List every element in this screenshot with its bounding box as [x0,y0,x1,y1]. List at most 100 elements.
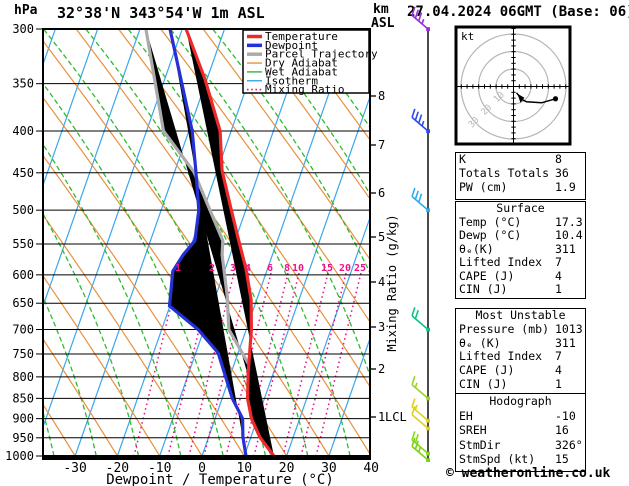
svg-text:950: 950 [12,431,34,445]
svg-text:25: 25 [354,263,366,274]
svg-text:550: 550 [12,237,34,251]
svg-text:10: 10 [236,461,252,476]
legend-label-1: Dewpoint [265,39,318,52]
indices-box-most_unstable: Most Unstable Pressure (mb) 1013 θₑ (K) 311 L… [455,308,586,394]
table-row: Totals Totals 36 [456,165,585,181]
temp-tick-labels: -30 -20 -10 0 10 20 30 40 [63,461,379,476]
svg-text:30: 30 [321,461,337,476]
wind-barb-850 [411,375,430,401]
svg-text:300: 300 [12,22,34,36]
legend-label-2: Parcel Trajectory [265,48,378,61]
legend-label-0: Temperature [265,30,338,43]
lcl-label: LCL [385,410,407,424]
row-value: 17.3 [555,214,583,229]
indices-box-stability: K 8 Totals Totals 36 PW (cm) 1.9 [455,152,586,200]
row-label: CIN (J) [459,282,508,296]
svg-text:850: 850 [12,391,34,405]
svg-text:5: 5 [378,230,385,244]
svg-text:10: 10 [492,90,507,105]
row-label: CIN (J) [459,376,508,391]
svg-text:1: 1 [378,410,385,424]
row-label: SREH [459,423,487,438]
wind-barb-700 [411,307,430,332]
svg-text:20: 20 [480,103,495,118]
svg-text:700: 700 [12,323,34,337]
row-value: 7 [555,255,562,269]
row-value: 15 [555,452,569,467]
svg-text:15: 15 [321,263,333,274]
pressure-axis-unit: hPa [14,3,38,18]
wind-barbs [411,6,430,462]
mixing-ratio-axis-label: Mixing Ratio (g/kg) [385,214,399,351]
table-row: CIN (J) 1 [456,376,585,392]
svg-text:8: 8 [378,89,385,103]
svg-text:750: 750 [12,347,34,361]
svg-text:8: 8 [284,263,290,274]
row-value: 311 [555,335,576,350]
table-row: Temp (°C) 17.3 [456,214,585,230]
temp-axis-label: Dewpoint / Temperature (°C) [106,472,334,486]
table-row: SREH 16 [456,423,585,438]
table-row: θₑ (K) 311 [456,335,585,351]
wind-barb-500 [411,187,430,213]
svg-text:1000: 1000 [5,449,34,463]
row-value: 1 [555,282,562,296]
asl-label: ASL [371,16,395,31]
svg-text:650: 650 [12,296,34,310]
table-row: θₑ(K) 311 [456,241,585,257]
plot-border [42,28,371,457]
svg-text:20: 20 [279,461,295,476]
svg-text:7: 7 [378,138,385,152]
km-axis-unit: km [373,2,389,17]
svg-text:6: 6 [267,263,273,274]
legend-label-5: Isotherm [265,74,318,87]
row-label: StmSpd (kt) [459,452,536,467]
indices-box-title: Most Unstable [475,308,566,322]
svg-text:-10: -10 [148,461,171,476]
row-label: θₑ (K) [459,335,501,350]
wind-barb-300 [411,6,430,31]
legend-label-4: Wet Adiabat [265,65,338,78]
svg-text:600: 600 [12,268,34,282]
row-label: Lifted Index [459,255,543,269]
row-value: 7 [555,349,562,364]
row-label: Totals Totals [459,165,550,180]
row-label: PW (cm) [459,179,508,194]
svg-text:3: 3 [378,320,385,334]
wind-barb-925 [411,405,430,431]
indices-box-hodograph: Hodograph EH -10 SREH 16 StmDir 326° StmSpd (kt… [455,393,586,472]
svg-text:450: 450 [12,166,34,180]
km-axis: 8 7 6 5 4 3 2 1 LCL [370,89,407,424]
svg-text:2: 2 [378,362,385,376]
row-value: 8 [555,152,562,166]
svg-text:1: 1 [175,263,181,274]
svg-text:3: 3 [230,263,236,274]
row-label: Dewp (°C) [459,228,522,242]
dewpoint-curve [167,28,248,457]
svg-text:800: 800 [12,370,34,384]
row-value: 1013 [555,321,583,336]
svg-text:10: 10 [292,263,304,274]
row-label: Pressure (mb) [459,321,550,336]
wind-barb-1013 [411,437,430,462]
temperature-curve [184,28,276,457]
svg-text:0: 0 [198,461,206,476]
table-row: CAPE (J) 4 [456,363,585,378]
table-row: Pressure (mb) 1013 [456,321,585,337]
row-value: 311 [555,241,576,256]
copyright: © weatheronline.co.uk [446,466,611,481]
row-value: 1 [555,376,562,391]
table-row: StmDir 326° [456,438,585,453]
svg-text:-20: -20 [106,461,129,476]
station-title: 32°38'N 343°54'W 1m ASL [57,4,265,22]
row-value: 16 [555,423,569,438]
row-label: Lifted Index [459,349,543,364]
table-row: Lifted Index 7 [456,350,585,364]
table-row: CIN (J) 1 [456,282,585,297]
wind-barb-905 [411,398,430,423]
hodograph-unit-label: kt [461,30,474,43]
